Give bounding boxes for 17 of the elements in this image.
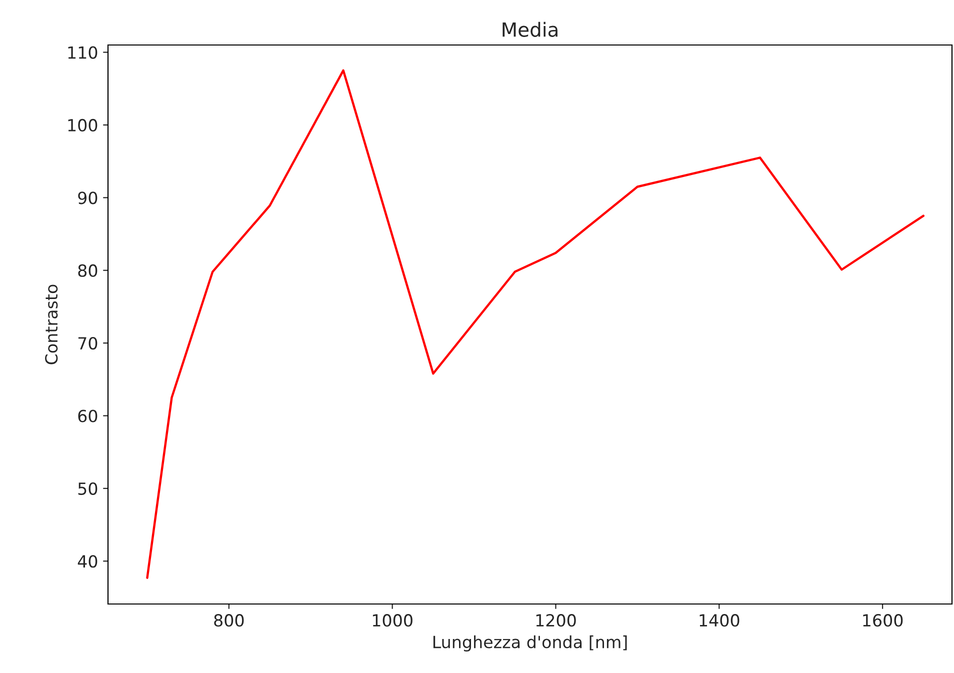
y-tick-label: 60 [78,410,98,422]
x-tick-label: 1000 [372,614,412,627]
x-tick-label: 800 [214,614,244,627]
x-tick-label: 1200 [536,614,576,627]
chart-title: Media [502,22,558,37]
y-tick-label: 40 [78,555,98,568]
y-tick-label: 70 [78,337,98,350]
y-axis-title: Contrasto [45,284,58,364]
y-tick-label: 50 [78,482,98,495]
y-tick-label: 100 [68,118,98,132]
x-axis-title: Lunghezza d'onda [nm] [433,635,627,652]
y-tick-label: 80 [78,264,98,277]
y-tick-label: 90 [78,192,98,204]
x-tick-label: 1600 [863,614,903,627]
line-series [146,69,925,579]
x-tick-label: 1400 [700,614,740,627]
y-tick-label: 110 [68,46,98,59]
